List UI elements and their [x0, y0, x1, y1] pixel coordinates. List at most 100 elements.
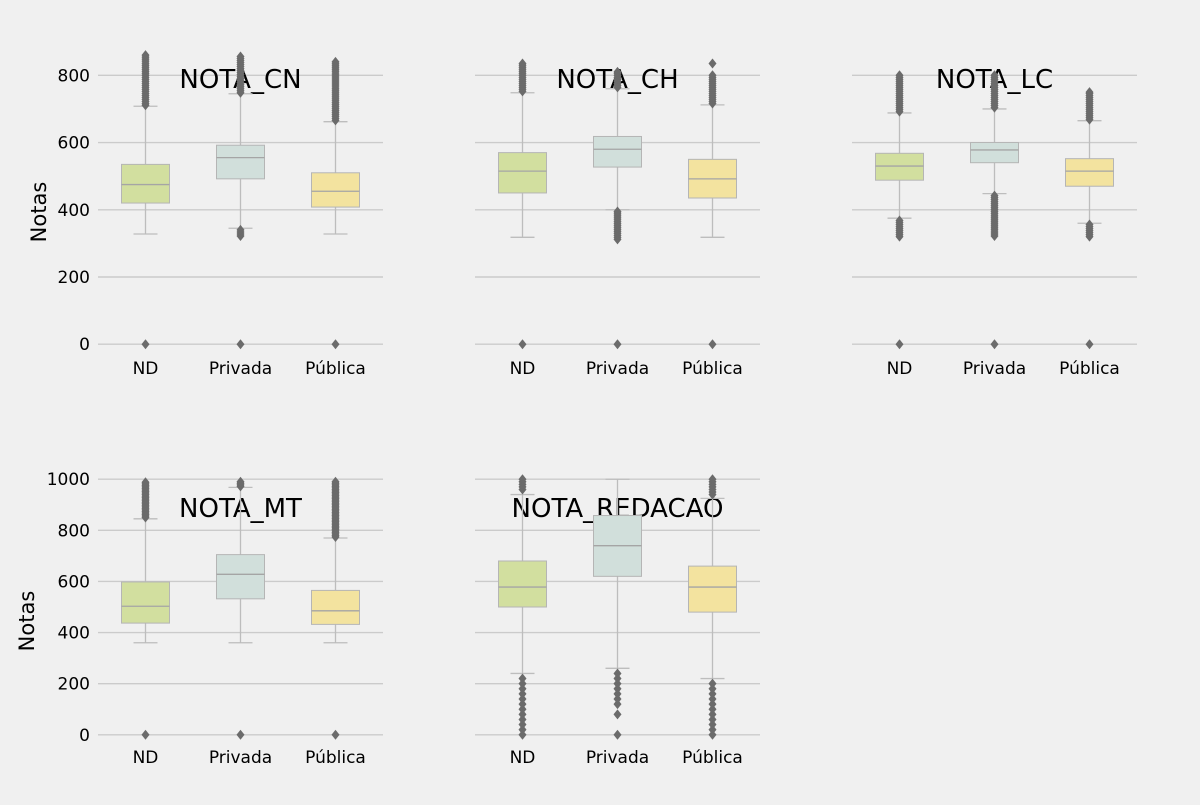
- outlier-point: [518, 688, 527, 699]
- box-pública: [311, 476, 360, 740]
- y-tick-label: 400: [58, 201, 90, 221]
- box-privada: [593, 478, 642, 740]
- outlier-point: [236, 729, 245, 740]
- outlier-point: [236, 476, 245, 487]
- outlier-point: [331, 339, 340, 350]
- outlier-point: [708, 709, 717, 720]
- outlier-point: [613, 709, 622, 720]
- outlier-point: [613, 206, 622, 217]
- outlier-point: [518, 719, 527, 730]
- outlier-point: [895, 70, 904, 81]
- x-tick-label: ND: [133, 359, 159, 379]
- box-nd: [121, 50, 170, 350]
- box-nd: [498, 474, 547, 740]
- outlier-point: [708, 699, 717, 710]
- outlier-point: [708, 714, 717, 725]
- box-pública: [688, 474, 737, 740]
- subplot-nota-lc: NOTA_LCNDPrivadaPública: [852, 65, 1137, 379]
- outlier-point: [708, 688, 717, 699]
- x-tick-label: Privada: [209, 748, 272, 768]
- outlier-point: [613, 673, 622, 684]
- box-nd: [875, 70, 924, 350]
- box-pública: [688, 58, 737, 350]
- outlier-point: [895, 339, 904, 350]
- y-axis-label: Notas: [15, 591, 39, 652]
- iqr-box: [311, 172, 360, 208]
- outlier-point: [331, 729, 340, 740]
- outlier-point: [613, 678, 622, 689]
- y-tick-label: 800: [58, 521, 90, 541]
- subplot-nota-cn: 0200400600800NOTA_CNNotasNDPrivadaPúblic…: [27, 50, 383, 379]
- outlier-point: [990, 339, 999, 350]
- outlier-point: [613, 694, 622, 704]
- subplot-nota-ch: NOTA_CHNDPrivadaPública: [475, 58, 760, 379]
- outlier-point: [518, 724, 527, 735]
- box-privada: [593, 66, 642, 350]
- outlier-point: [708, 339, 717, 350]
- x-tick-label: Privada: [209, 359, 272, 379]
- outlier-point: [331, 476, 340, 487]
- box-pública: [311, 56, 360, 350]
- outlier-point: [708, 729, 717, 740]
- outlier-point: [141, 50, 150, 61]
- iqr-box: [216, 554, 265, 600]
- outlier-point: [331, 56, 340, 67]
- x-tick-label: Pública: [682, 359, 743, 379]
- outlier-point: [141, 477, 150, 488]
- x-tick-label: ND: [510, 359, 536, 379]
- outlier-point: [518, 58, 527, 69]
- outlier-point: [518, 714, 527, 725]
- outlier-point: [613, 683, 622, 694]
- box-privada: [970, 70, 1019, 350]
- x-tick-label: ND: [887, 359, 913, 379]
- y-axis-label: Notas: [27, 182, 51, 243]
- outlier-point: [708, 719, 717, 730]
- x-tick-label: Privada: [586, 748, 649, 768]
- outlier-point: [613, 66, 622, 77]
- x-tick-label: ND: [133, 748, 159, 768]
- y-tick-label: 400: [58, 624, 90, 644]
- outlier-point: [518, 729, 527, 740]
- outlier-point: [236, 339, 245, 350]
- y-tick-label: 1000: [47, 470, 90, 490]
- y-tick-label: 200: [58, 268, 90, 288]
- outlier-point: [518, 683, 527, 694]
- iqr-box: [311, 589, 360, 625]
- iqr-box: [1065, 158, 1114, 187]
- x-tick-label: Pública: [682, 748, 743, 768]
- outlier-point: [1085, 219, 1094, 230]
- outlier-point: [708, 678, 717, 689]
- x-tick-label: ND: [510, 748, 536, 768]
- iqr-box: [970, 142, 1019, 164]
- outlier-point: [518, 678, 527, 689]
- outlier-point: [708, 58, 717, 69]
- iqr-box: [688, 565, 737, 613]
- y-tick-label: 600: [58, 572, 90, 592]
- x-tick-label: Pública: [305, 359, 366, 379]
- iqr-box: [121, 581, 170, 624]
- outlier-point: [518, 474, 527, 485]
- x-tick-label: Pública: [1059, 359, 1120, 379]
- box-nd: [121, 477, 170, 740]
- iqr-box: [498, 152, 547, 194]
- outlier-point: [518, 339, 527, 350]
- y-tick-label: 600: [58, 134, 90, 154]
- iqr-box: [121, 163, 170, 204]
- box-pública: [1065, 87, 1114, 350]
- box-privada: [216, 51, 265, 350]
- outlier-point: [708, 474, 717, 485]
- iqr-box: [593, 135, 642, 168]
- outlier-point: [708, 683, 717, 694]
- y-tick-label: 800: [58, 66, 90, 86]
- outlier-point: [518, 709, 527, 720]
- box-nd: [498, 58, 547, 350]
- outlier-point: [518, 699, 527, 710]
- y-tick-label: 200: [58, 675, 90, 695]
- outlier-point: [613, 339, 622, 350]
- x-tick-label: Pública: [305, 748, 366, 768]
- outlier-point: [708, 70, 717, 81]
- iqr-box: [216, 144, 265, 180]
